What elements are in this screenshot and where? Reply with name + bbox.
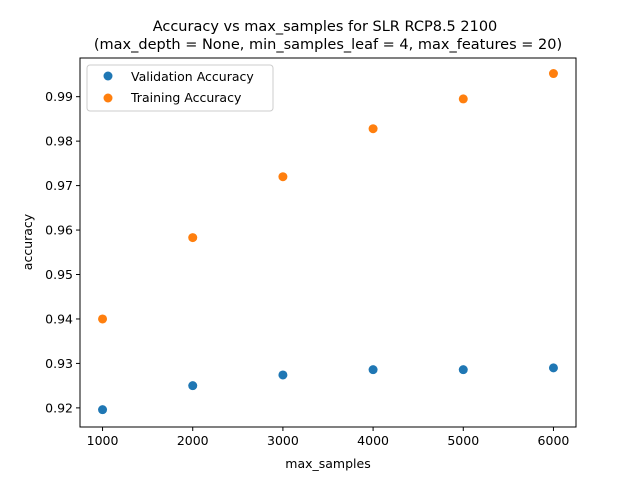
y-tick-label: 0.94 — [45, 311, 73, 326]
validation-point — [548, 363, 558, 373]
training-point — [98, 314, 108, 324]
x-tick-label: 5000 — [447, 433, 479, 448]
x-tick-label: 1000 — [87, 433, 119, 448]
training-point — [278, 172, 288, 182]
legend-marker-training — [103, 93, 113, 103]
y-axis-ticks: 0.92 0.93 0.94 0.95 0.96 0.97 0.98 0.99 — [45, 89, 80, 415]
y-tick-label: 0.99 — [45, 89, 73, 104]
legend-label-training: Training Accuracy — [130, 90, 242, 105]
y-tick-label: 0.92 — [45, 400, 73, 415]
training-point — [458, 94, 468, 104]
validation-point — [188, 381, 198, 391]
validation-point — [368, 365, 378, 375]
training-point — [188, 233, 198, 243]
legend-label-validation: Validation Accuracy — [131, 69, 254, 84]
data-points — [98, 69, 558, 415]
legend-marker-validation — [103, 71, 113, 81]
chart-title-line1: Accuracy vs max_samples for SLR RCP8.5 2… — [153, 19, 498, 35]
validation-point — [458, 365, 468, 375]
training-point — [548, 69, 558, 79]
x-axis-label: max_samples — [285, 456, 370, 471]
y-tick-label: 0.98 — [45, 134, 73, 149]
x-axis-ticks: 1000 2000 3000 4000 5000 6000 — [87, 427, 570, 448]
x-tick-label: 4000 — [357, 433, 389, 448]
y-axis-label: accuracy — [20, 213, 35, 270]
chart-title-line2: (max_depth = None, min_samples_leaf = 4,… — [94, 37, 562, 53]
legend-box — [86, 64, 274, 112]
y-tick-label: 0.96 — [45, 223, 73, 238]
x-tick-label: 2000 — [177, 433, 209, 448]
x-tick-label: 6000 — [538, 433, 570, 448]
legend: Validation Accuracy Training Accuracy — [86, 64, 274, 112]
validation-point — [98, 405, 108, 415]
y-tick-label: 0.93 — [45, 356, 73, 371]
x-tick-label: 3000 — [267, 433, 299, 448]
y-tick-label: 0.95 — [45, 267, 73, 282]
plot-area — [79, 57, 577, 428]
training-point — [368, 124, 378, 134]
axes-frame — [79, 57, 577, 428]
y-tick-label: 0.97 — [45, 178, 73, 193]
validation-point — [278, 370, 288, 380]
